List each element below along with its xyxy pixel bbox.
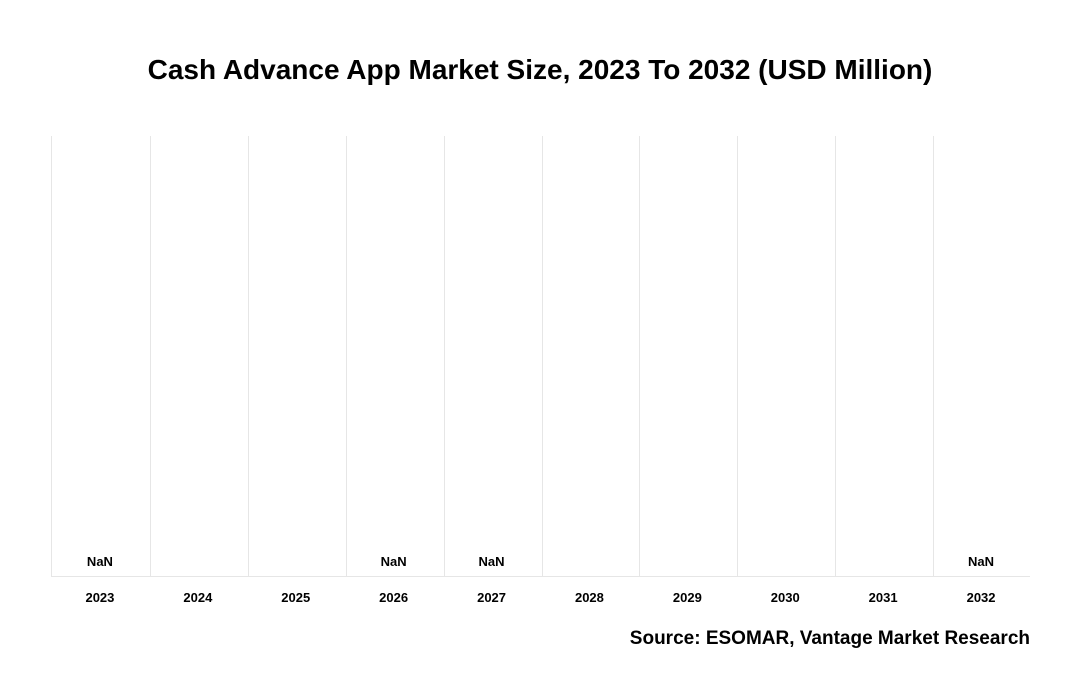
x-tick-label: 2028 (575, 590, 604, 605)
chart-title: Cash Advance App Market Size, 2023 To 20… (0, 54, 1080, 86)
gridline (444, 136, 445, 576)
bar-value-label: NaN (968, 554, 994, 569)
gridline (835, 136, 836, 576)
x-tick-label: 2027 (477, 590, 506, 605)
gridline (346, 136, 347, 576)
gridline (933, 136, 934, 576)
x-tick-label: 2029 (673, 590, 702, 605)
x-tick-label: 2030 (771, 590, 800, 605)
gridline (248, 136, 249, 576)
gridline (639, 136, 640, 576)
x-tick-label: 2026 (379, 590, 408, 605)
plot-area (51, 136, 1030, 577)
x-tick-label: 2023 (85, 590, 114, 605)
gridline (737, 136, 738, 576)
gridline (150, 136, 151, 576)
x-tick-label: 2025 (281, 590, 310, 605)
gridline (542, 136, 543, 576)
bar-value-label: NaN (479, 554, 505, 569)
x-tick-label: 2032 (967, 590, 996, 605)
source-attribution: Source: ESOMAR, Vantage Market Research (630, 628, 1030, 650)
x-tick-label: 2031 (869, 590, 898, 605)
bar-value-label: NaN (381, 554, 407, 569)
x-tick-label: 2024 (183, 590, 212, 605)
bar-value-label: NaN (87, 554, 113, 569)
